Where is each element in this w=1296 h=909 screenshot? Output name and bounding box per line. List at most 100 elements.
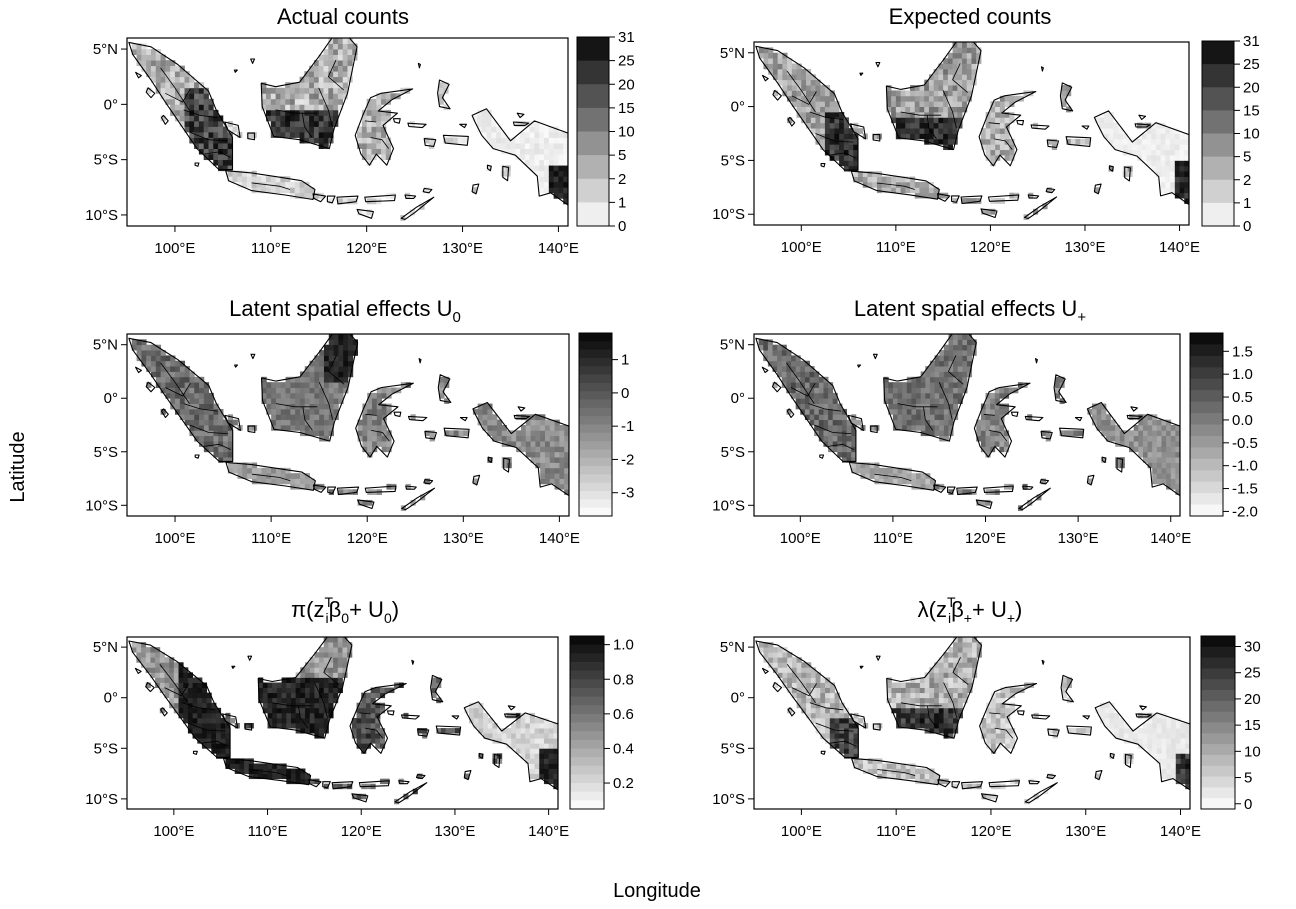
heatmap-cell [818, 435, 824, 442]
heatmap-cell [962, 63, 968, 70]
heatmap-cell [184, 376, 190, 383]
heatmap-cell [366, 132, 372, 138]
heatmap-cell [1156, 758, 1162, 764]
heatmap-cell [160, 382, 166, 388]
heatmap-cell [834, 149, 840, 156]
coastline-sumbawa [336, 195, 359, 205]
heatmap-cell [294, 132, 300, 138]
heatmap-cell [515, 723, 521, 729]
heatmap-cell [175, 366, 181, 372]
heatmap-cell [1166, 425, 1172, 431]
heatmap-cell [990, 707, 997, 714]
heatmap-cell [323, 723, 329, 729]
heatmap-cell [962, 355, 968, 362]
plot-area [755, 334, 1180, 512]
heatmap-cell [916, 478, 922, 485]
heatmap-cell [261, 478, 267, 485]
heatmap-cell [151, 350, 157, 356]
heatmap-cell [902, 398, 908, 404]
coastline-sumatra [755, 45, 859, 171]
heatmap-cell [810, 677, 817, 683]
heatmap-cell [806, 79, 812, 86]
heatmap-cell [906, 376, 912, 383]
heatmap-cell [980, 435, 986, 442]
heatmap-cell [553, 728, 558, 734]
heatmap-cell [563, 159, 568, 166]
heatmap-cell [218, 120, 224, 127]
heatmap-cell [925, 382, 931, 388]
heatmap-cell [900, 768, 907, 774]
heatmap-cell [919, 106, 925, 113]
heatmap-cell [1119, 430, 1125, 437]
heatmap-cell [294, 82, 300, 89]
heatmap-cell [230, 763, 236, 769]
heatmap-cell [911, 376, 917, 383]
heatmap-cell [492, 414, 498, 421]
heatmap-cell [1059, 376, 1065, 383]
heatmap-cell [280, 115, 286, 122]
heatmap-cell [178, 697, 184, 704]
heatmap-cell [1175, 723, 1181, 729]
heatmap-cell [342, 87, 348, 94]
heatmap-cell [216, 753, 222, 759]
heatmap-cell [1170, 165, 1176, 172]
heatmap-cell [295, 717, 301, 724]
heatmap-cell [915, 707, 921, 714]
heatmap-cell [548, 170, 555, 177]
heatmap-cell [957, 702, 963, 709]
heatmap-cell [328, 662, 334, 668]
heatmap-cell [911, 419, 917, 426]
heatmap-cell [1009, 687, 1016, 694]
heatmap-cell [801, 662, 807, 668]
heatmap-cell [1009, 702, 1016, 709]
heatmap-cell [947, 128, 953, 134]
heatmap-cell [999, 101, 1005, 107]
heatmap-cell [928, 95, 935, 102]
heatmap-cell [534, 733, 540, 739]
heatmap-cell [290, 768, 297, 774]
heatmap-cell [559, 441, 565, 447]
heatmap-cell [558, 154, 564, 161]
heatmap-cell [218, 159, 224, 166]
coastline-aru [1124, 753, 1132, 769]
heatmap-cell [525, 419, 531, 426]
heatmap-cell [165, 355, 171, 362]
heatmap-cell [948, 677, 954, 683]
heatmap-cell [535, 435, 541, 442]
heatmap-cell [804, 387, 810, 394]
province-boundary [183, 403, 218, 412]
heatmap-cell [888, 403, 894, 410]
heatmap-cell [806, 702, 812, 709]
heatmap-cell [328, 667, 334, 673]
heatmap-cell [938, 662, 944, 668]
heatmap-cell [1179, 187, 1185, 194]
heatmap-cell [511, 441, 517, 447]
heatmap-cell [136, 642, 142, 648]
heatmap-cell [952, 111, 958, 118]
heatmap-cell [270, 181, 276, 188]
heatmap-cell [169, 692, 175, 699]
heatmap-cell [986, 717, 992, 724]
heatmap-cell [529, 763, 535, 769]
coastline-bangka [224, 121, 241, 139]
heatmap-cell [366, 115, 372, 122]
heatmap-cell [145, 662, 151, 668]
heatmap-cell [1147, 425, 1153, 431]
heatmap-cell [266, 109, 272, 116]
heatmap-cell [953, 637, 959, 643]
heatmap-cell [333, 366, 339, 372]
heatmap-cell [834, 155, 840, 161]
heatmap-cell [270, 115, 276, 122]
heatmap-cell [548, 778, 554, 785]
heatmap-cell [381, 154, 387, 161]
heatmap-cell [285, 425, 291, 431]
heatmap-cell [990, 430, 996, 437]
heatmap-cell [529, 154, 535, 161]
heatmap-cell [347, 71, 353, 78]
heatmap-cell [299, 126, 305, 133]
heatmap-cell [839, 122, 845, 129]
heatmap-cell [553, 753, 558, 759]
heatmap-cell [791, 85, 797, 91]
heatmap-cell [285, 187, 291, 194]
heatmap-cell [863, 758, 869, 764]
